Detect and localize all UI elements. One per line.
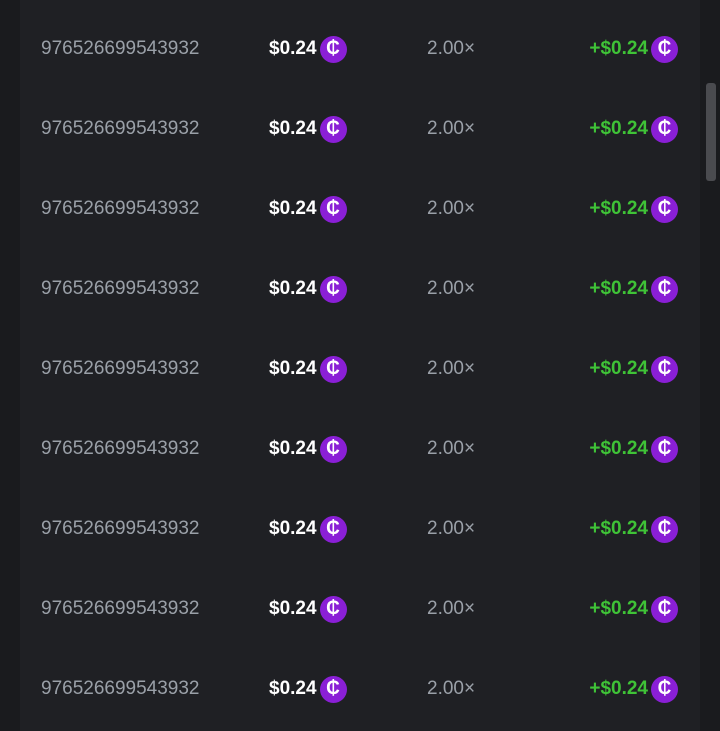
- multiplier: 2.00×: [427, 438, 476, 459]
- table-row[interactable]: 976526699543932 $0.24 ₵ 2.00× +$0.24 ₵: [20, 249, 700, 329]
- cent-coin-icon: ₵: [651, 675, 678, 703]
- payout: +$0.24 ₵: [589, 489, 678, 569]
- multiplier: 2.00×: [427, 118, 476, 139]
- cent-coin-icon: ₵: [651, 515, 678, 543]
- bet-amount: $0.24 ₵: [269, 9, 347, 89]
- bet-id: 976526699543932: [41, 438, 200, 459]
- payout: +$0.24 ₵: [589, 329, 678, 409]
- bet-amount: $0.24 ₵: [269, 329, 347, 409]
- cent-coin-icon: ₵: [651, 355, 678, 383]
- scrollbar-thumb[interactable]: [706, 83, 716, 181]
- table-row[interactable]: 976526699543932 $0.24 ₵ 2.00× +$0.24 ₵: [20, 329, 700, 409]
- bet-amount-value: $0.24: [269, 598, 317, 619]
- payout: +$0.24 ₵: [589, 409, 678, 489]
- bet-amount-value: $0.24: [269, 38, 317, 59]
- table-row[interactable]: 976526699543932 $0.24 ₵ 2.00× +$0.24 ₵: [20, 489, 700, 569]
- multiplier: 2.00×: [427, 198, 476, 219]
- cent-coin-icon: ₵: [319, 195, 347, 223]
- bet-id: 976526699543932: [41, 38, 200, 59]
- table-row[interactable]: 976526699543932 $0.24 ₵ 2.00× +$0.24 ₵: [20, 9, 700, 89]
- payout-value: +$0.24: [589, 518, 648, 539]
- bet-amount-value: $0.24: [269, 118, 317, 139]
- cent-coin-icon: ₵: [319, 515, 347, 543]
- cent-coin-icon: ₵: [651, 435, 678, 463]
- bet-id: 976526699543932: [41, 198, 200, 219]
- bet-amount: $0.24 ₵: [269, 489, 347, 569]
- table-row[interactable]: 976526699543932 $0.24 ₵ 2.00× +$0.24 ₵: [20, 169, 700, 249]
- bet-amount: $0.24 ₵: [269, 169, 347, 249]
- multiplier: 2.00×: [427, 518, 476, 539]
- bet-amount-value: $0.24: [269, 438, 317, 459]
- cent-coin-icon: ₵: [651, 35, 678, 63]
- bet-amount-value: $0.24: [269, 358, 317, 379]
- multiplier: 2.00×: [427, 678, 476, 699]
- payout: +$0.24 ₵: [589, 569, 678, 649]
- cent-coin-icon: ₵: [319, 595, 347, 623]
- payout: +$0.24 ₵: [589, 169, 678, 249]
- cent-coin-icon: ₵: [651, 275, 678, 303]
- table-row[interactable]: 976526699543932 $0.24 ₵ 2.00× +$0.24 ₵: [20, 649, 700, 729]
- payout: +$0.24 ₵: [589, 649, 678, 729]
- cent-coin-icon: ₵: [319, 355, 347, 383]
- bet-amount: $0.24 ₵: [269, 249, 347, 329]
- payout-value: +$0.24: [589, 118, 648, 139]
- cent-coin-icon: ₵: [319, 115, 347, 143]
- table-row[interactable]: 976526699543932 $0.24 ₵ 2.00× +$0.24 ₵: [20, 89, 700, 169]
- bet-amount-value: $0.24: [269, 678, 317, 699]
- payout: +$0.24 ₵: [589, 249, 678, 329]
- payout-value: +$0.24: [589, 278, 648, 299]
- bet-id: 976526699543932: [41, 358, 200, 379]
- payout-value: +$0.24: [589, 358, 648, 379]
- payout-value: +$0.24: [589, 438, 648, 459]
- payout-value: +$0.24: [589, 678, 648, 699]
- bet-amount-value: $0.24: [269, 518, 317, 539]
- bet-amount: $0.24 ₵: [269, 409, 347, 489]
- bet-id: 976526699543932: [41, 678, 200, 699]
- multiplier: 2.00×: [427, 278, 476, 299]
- bet-id: 976526699543932: [41, 118, 200, 139]
- multiplier: 2.00×: [427, 38, 476, 59]
- bet-id: 976526699543932: [41, 598, 200, 619]
- payout-value: +$0.24: [589, 198, 648, 219]
- bets-table: [20, 0, 700, 731]
- bet-amount: $0.24 ₵: [269, 649, 347, 729]
- cent-coin-icon: ₵: [319, 275, 347, 303]
- bet-amount-value: $0.24: [269, 278, 317, 299]
- cent-coin-icon: ₵: [651, 595, 678, 623]
- table-row[interactable]: 976526699543932 $0.24 ₵ 2.00× +$0.24 ₵: [20, 569, 700, 649]
- payout-value: +$0.24: [589, 598, 648, 619]
- bet-amount: $0.24 ₵: [269, 569, 347, 649]
- cent-coin-icon: ₵: [651, 115, 678, 143]
- multiplier: 2.00×: [427, 358, 476, 379]
- payout-value: +$0.24: [589, 38, 648, 59]
- cent-coin-icon: ₵: [319, 35, 347, 63]
- cent-coin-icon: ₵: [651, 195, 678, 223]
- cent-coin-icon: ₵: [319, 435, 347, 463]
- multiplier: 2.00×: [427, 598, 476, 619]
- scrollbar-track[interactable]: [700, 0, 720, 731]
- table-row[interactable]: 976526699543932 $0.24 ₵ 2.00× +$0.24 ₵: [20, 409, 700, 489]
- bet-id: 976526699543932: [41, 518, 200, 539]
- bet-id: 976526699543932: [41, 278, 200, 299]
- cent-coin-icon: ₵: [319, 675, 347, 703]
- bet-amount: $0.24 ₵: [269, 89, 347, 169]
- bet-amount-value: $0.24: [269, 198, 317, 219]
- payout: +$0.24 ₵: [589, 9, 678, 89]
- payout: +$0.24 ₵: [589, 89, 678, 169]
